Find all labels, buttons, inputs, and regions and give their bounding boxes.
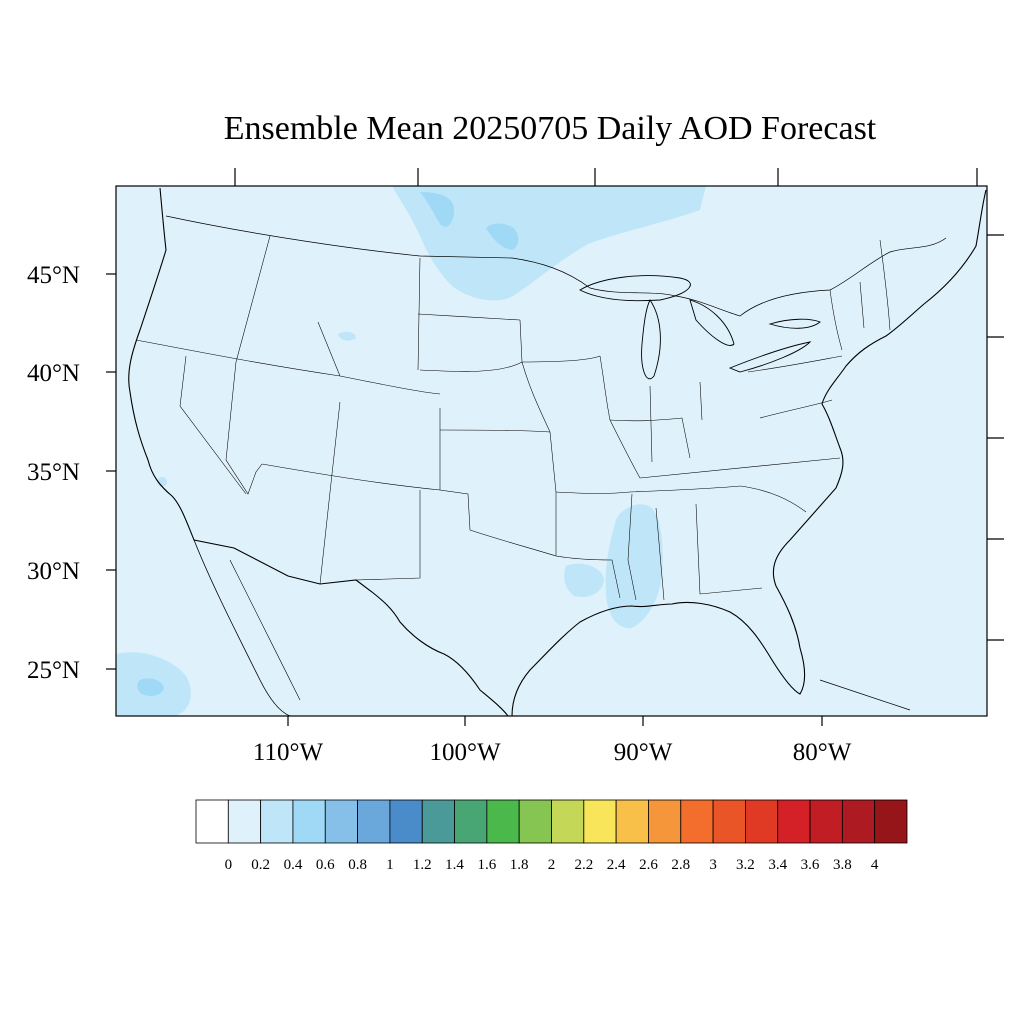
map-title: Ensemble Mean 20250705 Daily AOD Forecas… — [223, 110, 877, 147]
colorbar-label: 2.4 — [607, 857, 626, 873]
latitude-labels: 45°N 40°N 35°N 30°N 25°N — [27, 262, 80, 684]
aod-plume-pacific-core — [137, 678, 164, 696]
map-frame — [115, 185, 988, 717]
colorbar-swatch — [583, 799, 617, 844]
colorbar-swatch — [745, 799, 779, 844]
lat-label-25: 25°N — [27, 657, 80, 684]
colorbar-label: 3.8 — [833, 857, 852, 873]
colorbar-swatch — [648, 799, 682, 844]
colorbar-label: 3.4 — [768, 857, 787, 873]
aod-plume-north-core — [420, 192, 455, 227]
colorbar-swatch — [777, 799, 811, 844]
lat-label-30: 30°N — [27, 558, 80, 585]
lon-label-90: 90°W — [614, 739, 673, 766]
colorbar-label: 4 — [871, 857, 879, 873]
colorbar-label: 1.6 — [477, 857, 496, 873]
map-boundaries — [128, 187, 987, 716]
colorbar-swatch — [680, 799, 714, 844]
colorbar-swatch — [454, 799, 488, 844]
colorbar-swatch — [551, 799, 585, 844]
colorbar-swatch — [227, 799, 262, 844]
colorbar-label: 0.2 — [251, 857, 270, 873]
colorbar-label: 1.8 — [510, 857, 529, 873]
colorbar-swatch — [292, 799, 326, 844]
lon-label-80: 80°W — [793, 739, 852, 766]
colorbar-label: 0.4 — [284, 857, 303, 873]
lat-label-45: 45°N — [27, 262, 80, 289]
colorbar-swatch — [324, 799, 358, 844]
longitude-labels: 110°W 100°W 90°W 80°W — [253, 739, 852, 766]
lat-label-35: 35°N — [27, 459, 80, 486]
aod-spot-la — [157, 477, 167, 487]
colorbar-swatch — [841, 799, 876, 844]
aod-plume-north-core2 — [486, 223, 519, 250]
colorbar-labels: 0 0.2 0.4 0.6 0.8 1 1.2 1.4 1.6 1.8 2 2.2 2.4 2.6 2.8 3… — [225, 857, 879, 873]
colorbar-swatch — [712, 799, 746, 844]
colorbar-label: 1 — [386, 857, 394, 873]
colorbar-label: 1.4 — [445, 857, 464, 873]
colorbar-label: 2.6 — [639, 857, 658, 873]
colorbar-label: 3 — [709, 857, 717, 873]
colorbar-swatch — [615, 799, 649, 844]
colorbar-label: 2.2 — [574, 857, 593, 873]
colorbar-label: 0.8 — [348, 857, 367, 873]
lat-label-40: 40°N — [27, 360, 80, 387]
colorbar-label: 0.6 — [316, 857, 335, 873]
lon-label-110: 110°W — [253, 739, 324, 766]
lon-label-100: 100°W — [429, 739, 500, 766]
colorbar-swatch — [874, 799, 908, 844]
colorbar-label: 3.6 — [801, 857, 820, 873]
colorbar-label: 2 — [548, 857, 556, 873]
colorbar-swatch — [809, 799, 843, 844]
colorbar-label: 2.8 — [671, 857, 690, 873]
aod-plume-louisiana — [564, 563, 604, 598]
colorbar-label: 0 — [225, 857, 233, 873]
colorbar-swatch — [389, 799, 423, 844]
map-ticks — [106, 168, 1004, 726]
map-background — [116, 186, 987, 716]
colorbar-label: 1.2 — [413, 857, 432, 873]
colorbar-label: 3.2 — [736, 857, 755, 873]
us-outline — [128, 187, 987, 716]
colorbar-swatch — [486, 799, 520, 844]
colorbar — [195, 799, 908, 844]
colorbar-swatch — [357, 799, 391, 844]
aod-spot-wyoming — [338, 331, 356, 341]
colorbar-swatch — [260, 799, 294, 844]
colorbar-swatch — [195, 799, 229, 844]
colorbar-swatch — [518, 799, 552, 844]
colorbar-swatch — [421, 799, 455, 844]
aod-plume-north — [392, 186, 706, 301]
